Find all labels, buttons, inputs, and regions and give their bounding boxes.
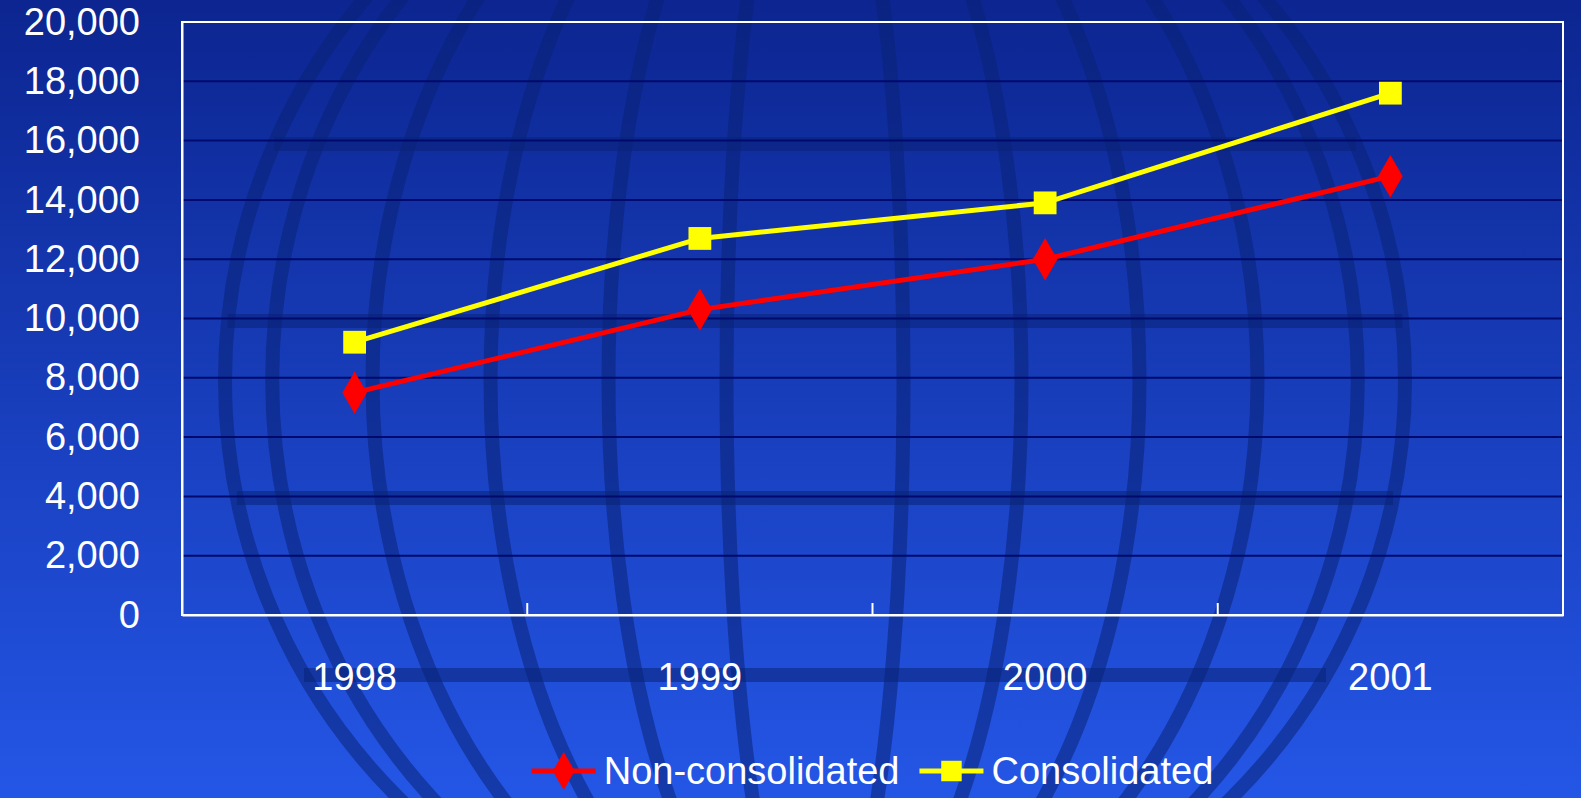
y-tick: 10,000	[24, 297, 182, 339]
y-tick-label: 6,000	[45, 416, 140, 458]
y-tick-label: 16,000	[24, 119, 140, 161]
y-tick: 2,000	[45, 534, 182, 576]
y-tick-label: 18,000	[24, 60, 140, 102]
y-tick: 6,000	[45, 416, 182, 458]
globe-decoration	[225, 0, 1405, 798]
series-marker	[343, 331, 366, 354]
y-tick-label: 0	[119, 594, 140, 636]
y-tick: 16,000	[24, 119, 182, 161]
y-tick-label: 4,000	[45, 475, 140, 517]
y-tick: 14,000	[24, 179, 182, 221]
x-tick: 1998	[312, 615, 397, 698]
y-tick: 0	[119, 594, 182, 636]
x-axis: 1998 1999 2000 2001	[183, 615, 1564, 698]
y-tick-label: 2,000	[45, 534, 140, 576]
y-axis: 0 2,000 4,000 6,000 8,000 10,000 12,000 14,000 1…	[24, 1, 183, 636]
globe-parallel	[304, 668, 1326, 682]
grid	[182, 22, 1563, 615]
x-tick-label: 2001	[1348, 656, 1433, 698]
series-line	[355, 176, 1391, 392]
y-tick-label: 12,000	[24, 238, 140, 280]
legend-label: Consolidated	[991, 750, 1213, 792]
y-tick-label: 8,000	[45, 356, 140, 398]
series-marker	[1378, 155, 1403, 197]
grid-line	[182, 318, 1563, 320]
grid-line	[182, 80, 1563, 82]
x-tick: 1999	[658, 615, 743, 698]
chart: 0 2,000 4,000 6,000 8,000 10,000 12,000 14,000 1…	[0, 0, 1581, 798]
series-marker	[1379, 82, 1402, 105]
y-tick: 12,000	[24, 238, 182, 280]
globe-parallel	[237, 491, 1393, 505]
grid-line	[182, 495, 1563, 497]
y-tick: 18,000	[24, 60, 182, 102]
y-tick-label: 20,000	[24, 1, 140, 43]
plot-marks	[342, 82, 1402, 414]
series-marker	[1034, 191, 1057, 214]
x-tick: 2000	[1003, 615, 1088, 698]
legend-item: Consolidated	[919, 750, 1213, 792]
legend-label: Non-consolidated	[604, 750, 900, 792]
x-tick-label: 1998	[312, 656, 397, 698]
globe-meridian	[272, 0, 1358, 798]
category-divider	[526, 603, 528, 615]
series-line	[355, 93, 1391, 342]
grid-line	[182, 555, 1563, 557]
plot-frame	[182, 22, 1563, 615]
globe-parallel	[274, 137, 1355, 151]
category-divider	[1217, 603, 1219, 615]
y-tick: 20,000	[24, 1, 182, 43]
y-tick-label: 10,000	[24, 297, 140, 339]
series-marker	[688, 288, 713, 330]
grid-line	[182, 258, 1563, 260]
legend-swatch-marker	[553, 752, 575, 790]
y-tick: 4,000	[45, 475, 182, 517]
grid-line	[182, 377, 1563, 379]
series-marker	[688, 227, 711, 250]
series-marker	[342, 371, 367, 413]
globe-outline	[225, 0, 1405, 798]
y-axis-line	[182, 23, 184, 616]
legend-item: Non-consolidated	[532, 750, 900, 792]
legend-swatch-marker	[941, 761, 961, 781]
grid-line	[182, 436, 1563, 438]
category-divider	[872, 603, 874, 615]
legend: Non-consolidated Consolidated	[532, 750, 1214, 792]
x-tick-label: 1999	[658, 656, 743, 698]
grid-line	[182, 140, 1563, 142]
x-tick: 2001	[1348, 615, 1433, 698]
series-marker	[1033, 238, 1058, 280]
x-tick-label: 2000	[1003, 656, 1088, 698]
y-tick-label: 14,000	[24, 179, 140, 221]
grid-line	[182, 199, 1563, 201]
y-tick: 8,000	[45, 356, 182, 398]
